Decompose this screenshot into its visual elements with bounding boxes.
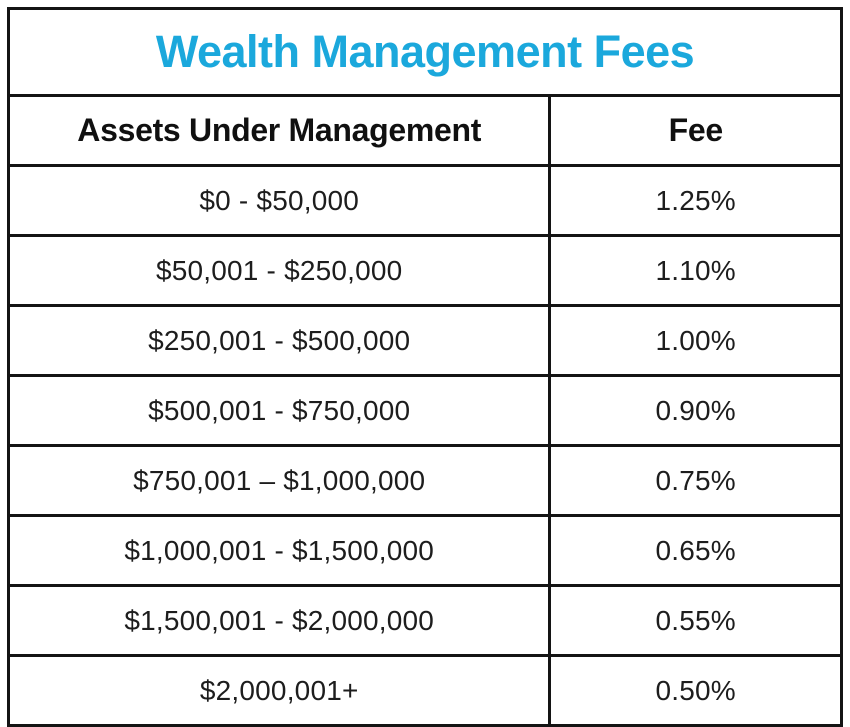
cell-fee: 1.00% bbox=[548, 304, 843, 377]
header-row: Assets Under Management Fee bbox=[6, 94, 843, 167]
cell-fee: 0.50% bbox=[548, 654, 843, 727]
table-row: $1,500,001 - $2,000,000 0.55% bbox=[6, 584, 843, 657]
wealth-management-fees-table: Wealth Management Fees Assets Under Mana… bbox=[6, 7, 843, 727]
cell-fee: 0.65% bbox=[548, 514, 843, 587]
table-row: $250,001 - $500,000 1.00% bbox=[6, 304, 843, 377]
cell-assets-range: $1,500,001 - $2,000,000 bbox=[6, 584, 552, 657]
cell-assets-range: $0 - $50,000 bbox=[6, 164, 552, 237]
cell-fee: 0.55% bbox=[548, 584, 843, 657]
table-row: $750,001 – $1,000,000 0.75% bbox=[6, 444, 843, 517]
cell-fee: 1.10% bbox=[548, 234, 843, 307]
cell-assets-range: $750,001 – $1,000,000 bbox=[6, 444, 552, 517]
column-header-fee: Fee bbox=[548, 94, 843, 167]
cell-assets-range: $50,001 - $250,000 bbox=[6, 234, 552, 307]
cell-assets-range: $2,000,001+ bbox=[6, 654, 552, 727]
cell-assets-range: $250,001 - $500,000 bbox=[6, 304, 552, 377]
cell-fee: 0.90% bbox=[548, 374, 843, 447]
title-row: Wealth Management Fees bbox=[7, 7, 843, 97]
column-header-assets-under-management: Assets Under Management bbox=[6, 94, 552, 167]
table-row: $500,001 - $750,000 0.90% bbox=[6, 374, 843, 447]
table-row: $50,001 - $250,000 1.10% bbox=[6, 234, 843, 307]
cell-assets-range: $1,000,001 - $1,500,000 bbox=[6, 514, 552, 587]
cell-fee: 0.75% bbox=[548, 444, 843, 517]
table-row: $2,000,001+ 0.50% bbox=[6, 654, 843, 727]
table-row: $0 - $50,000 1.25% bbox=[6, 164, 843, 237]
cell-assets-range: $500,001 - $750,000 bbox=[6, 374, 552, 447]
page-title: Wealth Management Fees bbox=[7, 7, 843, 97]
cell-fee: 1.25% bbox=[548, 164, 843, 237]
table-row: $1,000,001 - $1,500,000 0.65% bbox=[6, 514, 843, 587]
